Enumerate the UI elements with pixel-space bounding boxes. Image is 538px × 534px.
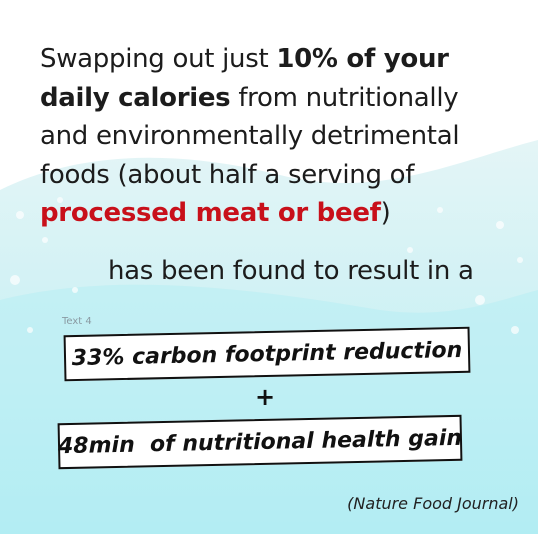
result-box: 48min of nutritional health gain [57, 414, 463, 470]
text: foods (about half a serving of [40, 159, 415, 190]
layer-label: Text 4 [62, 316, 92, 327]
result-intro: has been found to result in a [108, 256, 474, 286]
text: Swapping out just [40, 44, 277, 74]
bold-text: 10% of your [276, 44, 449, 74]
result-box: 33% carbon footprint reduction [63, 326, 471, 382]
source: (Nature Food Journal) [347, 494, 519, 513]
plus-sign: + [255, 383, 276, 411]
text: and environmentally detrimental [40, 121, 460, 151]
intro-paragraph: Swapping out just 10% of your daily calo… [40, 40, 460, 233]
highlight-text: processed meat or beef [40, 198, 381, 228]
text: ) [380, 198, 391, 228]
text: from nutritionally [230, 82, 459, 113]
bold-text: daily calories [40, 82, 231, 113]
